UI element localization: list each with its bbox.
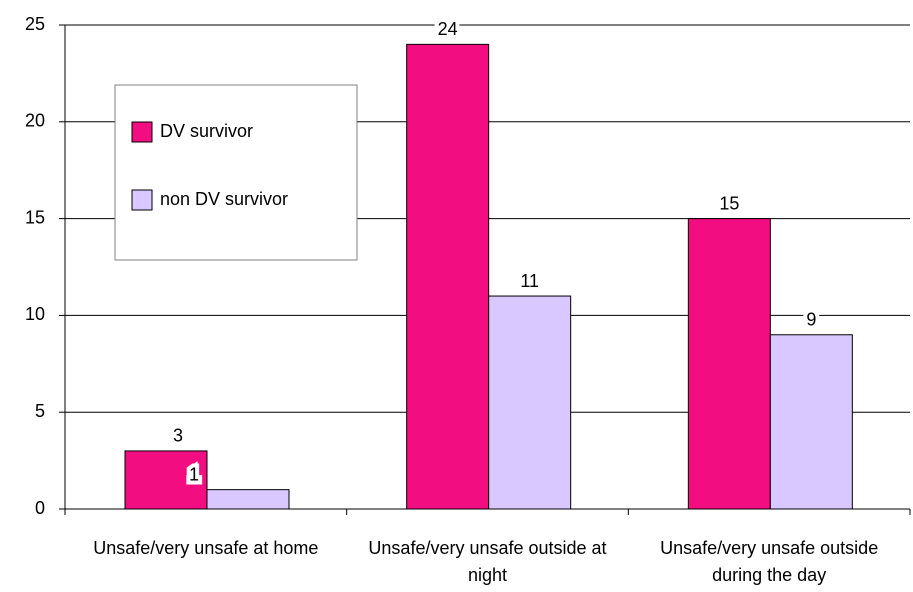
y-tick-label: 10 xyxy=(25,304,45,324)
bar xyxy=(769,334,853,510)
data-label: 1 xyxy=(189,464,199,484)
bar xyxy=(406,43,490,510)
data-label: 9 xyxy=(806,310,816,330)
legend-label: non DV survivor xyxy=(160,189,288,209)
x-tick-label: Unsafe/very unsafe at home xyxy=(93,538,319,558)
y-tick-label: 15 xyxy=(25,207,45,227)
bar xyxy=(488,295,572,510)
data-label: 11 xyxy=(520,271,539,291)
data-label: 24 xyxy=(438,19,458,39)
data-label: 3 xyxy=(173,426,183,446)
bar xyxy=(206,489,290,510)
legend-swatch xyxy=(131,121,153,143)
y-tick-label: 25 xyxy=(25,14,45,34)
legend-label: DV survivor xyxy=(160,121,253,141)
y-tick-label: 0 xyxy=(35,498,45,518)
bar xyxy=(124,450,208,510)
bar xyxy=(687,218,771,510)
y-tick-label: 20 xyxy=(25,111,45,131)
x-tick-label: Unsafe/very unsafe outside during the da… xyxy=(660,538,879,585)
legend-box xyxy=(114,84,358,261)
legend-swatch xyxy=(131,189,153,211)
x-tick-label: Unsafe/very unsafe outside at night xyxy=(368,538,607,585)
data-label: 15 xyxy=(719,193,739,213)
y-tick-label: 5 xyxy=(35,401,45,421)
